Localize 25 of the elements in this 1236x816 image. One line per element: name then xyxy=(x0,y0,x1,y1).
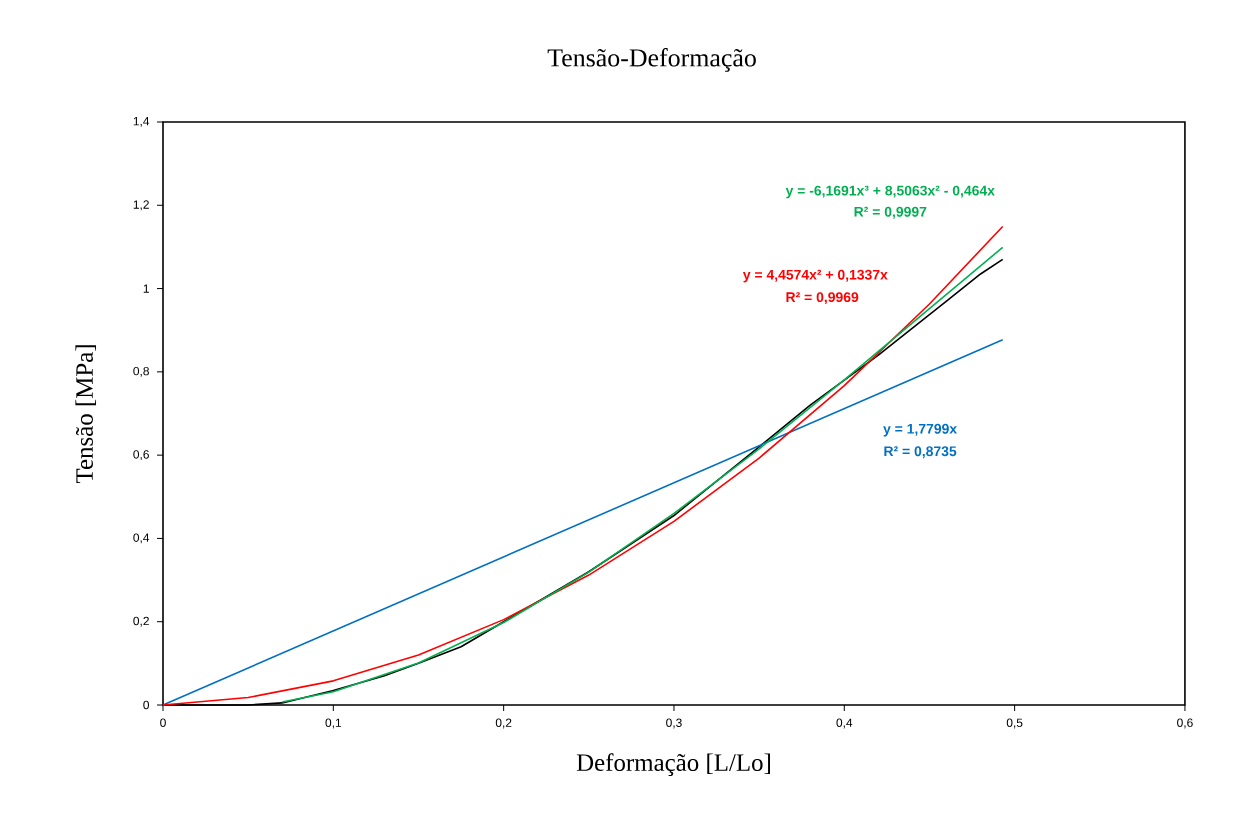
x-tick-label: 0,1 xyxy=(325,718,342,729)
x-axis-title: Deformação [L/Lo] xyxy=(576,753,770,777)
x-tick-label: 0 xyxy=(160,718,166,727)
x-tick-label: 0,3 xyxy=(666,718,682,729)
y-tick-label: 0,2 xyxy=(133,616,149,627)
x-tick-label: 0,2 xyxy=(495,718,512,729)
y-tick-label: 0,6 xyxy=(133,450,149,461)
x-tick-label: 0,6 xyxy=(1177,718,1193,729)
annotation: y = 1,7799x xyxy=(883,423,957,437)
line-series xyxy=(281,246,1004,703)
annotation: y = -6,1691x³ + 8,5063x² - 0,464x xyxy=(785,185,995,199)
chart-title: Tensão-Deformação xyxy=(547,48,756,72)
annotation: R² = 0,8735 xyxy=(884,446,957,459)
annotation: R² = 0,9969 xyxy=(786,292,859,305)
annotation: y = 4,4574x² + 0,1337x xyxy=(742,269,888,283)
y-tick-label: 0,4 xyxy=(133,533,150,544)
y-tick-label: 1 xyxy=(143,284,149,293)
y-tick-label: 1,4 xyxy=(133,117,150,127)
y-tick-label: 0 xyxy=(143,700,150,710)
y-axis-title: Tensão [MPa] xyxy=(75,345,97,484)
x-tick-label: 0,5 xyxy=(1006,718,1023,729)
y-tick-label: 1,2 xyxy=(133,200,149,211)
x-tick-label: 0,4 xyxy=(836,718,853,729)
y-tick-label: 0,8 xyxy=(133,366,149,377)
annotation: R² = 0,9997 xyxy=(854,206,927,219)
